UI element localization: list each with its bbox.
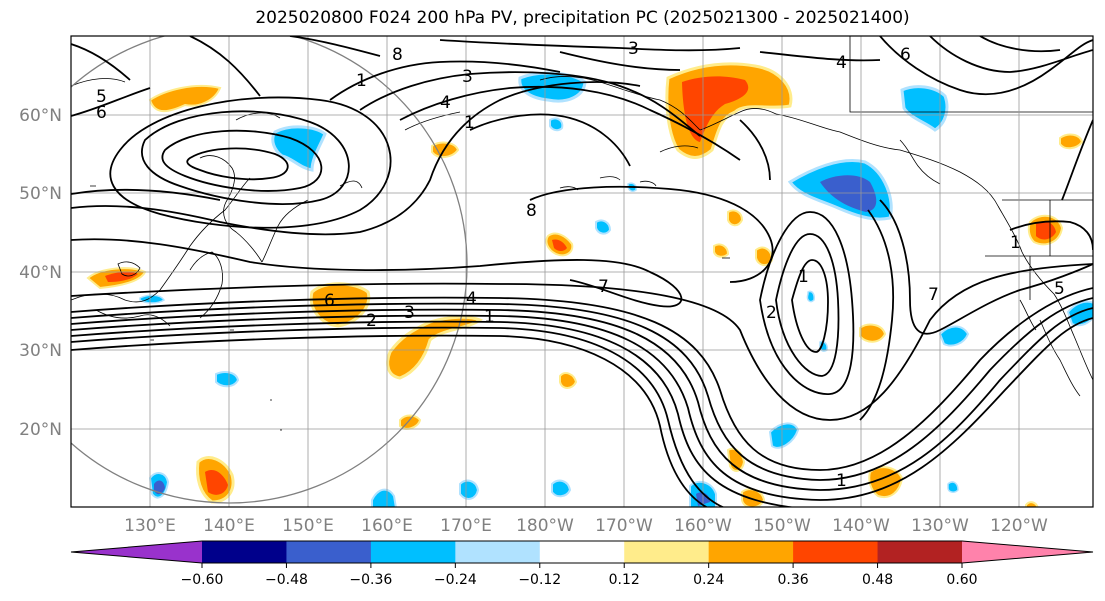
lon-tick-label: 150°E xyxy=(282,516,334,536)
lon-tick-label: 180°W xyxy=(516,516,574,536)
lon-tick-label: 130°E xyxy=(124,516,176,536)
contour-label: 2 xyxy=(366,311,377,331)
colorbar-tick-label: 0.12 xyxy=(609,572,640,588)
colorbar-tick-label: −0.36 xyxy=(349,572,392,588)
lon-tick-label: 160°W xyxy=(674,516,732,536)
colorbar-tick-label: −0.12 xyxy=(518,572,561,588)
colorbar-tick-label: −0.48 xyxy=(265,572,308,588)
contour-label: 1 xyxy=(1010,233,1021,253)
colorbar-tick-label: −0.60 xyxy=(181,572,224,588)
lat-tick-label: 30°N xyxy=(19,341,62,361)
contour-labels: 3 8 5 6 1 3 4 1 6 4 8 7 6 2 3 4 1 1 2 7 … xyxy=(96,39,1065,491)
lat-tick-label: 60°N xyxy=(19,106,62,126)
colorbar-tick-label: −0.24 xyxy=(434,572,477,588)
lat-tick-label: 50°N xyxy=(19,184,62,204)
lon-tick-label: 130°W xyxy=(911,516,969,536)
contour-label: 1 xyxy=(464,113,475,133)
gridlines xyxy=(71,36,1093,507)
colorbar: −0.60 −0.48 −0.36 −0.24 −0.12 0.12 0.24 0.36 0.4… xyxy=(70,540,1094,588)
colorbar-bin xyxy=(793,541,879,563)
contour-label: 3 xyxy=(628,39,639,59)
contour-label: 1 xyxy=(356,71,367,91)
map-title: 2025020800 F024 200 hPa PV, precipitatio… xyxy=(255,8,910,28)
contour-label: 3 xyxy=(404,303,415,323)
contour-label: 4 xyxy=(466,289,477,309)
contour-label: 3 xyxy=(462,67,473,87)
colorbar-tick-label: 0.48 xyxy=(862,572,893,588)
colorbar-bin xyxy=(455,541,541,563)
contour-label: 1 xyxy=(798,267,809,287)
lon-tick-label: 140°E xyxy=(203,516,255,536)
contour-label: 8 xyxy=(392,45,403,65)
colorbar-bin xyxy=(370,541,456,563)
lon-tick-label: 160°E xyxy=(361,516,413,536)
latitude-ticks: 60°N 50°N 40°N 30°N 20°N xyxy=(19,106,62,440)
contour-label: 6 xyxy=(900,45,911,65)
colorbar-tick-label: 0.60 xyxy=(946,572,977,588)
contour-label: 1 xyxy=(836,471,847,491)
contour-label: 7 xyxy=(598,277,609,297)
colorbar-extend-low xyxy=(71,541,202,563)
contour-label: 4 xyxy=(836,53,847,73)
contour-label: 8 xyxy=(526,201,537,221)
colorbar-bin xyxy=(877,541,963,563)
colorbar-bin xyxy=(202,541,287,563)
lon-tick-label: 120°W xyxy=(990,516,1048,536)
contour-label: 5 xyxy=(96,87,107,107)
contour-label: 4 xyxy=(440,93,451,113)
colorbar-tick-label: 0.36 xyxy=(778,572,809,588)
contour-label: 6 xyxy=(324,291,335,311)
colorbar-bin xyxy=(708,541,794,563)
range-circle xyxy=(71,36,468,504)
lon-tick-label: 140°W xyxy=(832,516,890,536)
colorbar-bin xyxy=(286,541,372,563)
contour-label: 1 xyxy=(484,307,495,327)
contour-label: 6 xyxy=(96,103,107,123)
longitude-ticks: 130°E 140°E 150°E 160°E 170°E 180°W 170°… xyxy=(124,516,1048,536)
map-frame xyxy=(70,35,1094,508)
lat-tick-label: 20°N xyxy=(19,420,62,440)
pv-contours xyxy=(71,36,1093,507)
colorbar-bin xyxy=(624,541,710,563)
colorbar-bin xyxy=(539,541,625,563)
contour-label: 2 xyxy=(766,303,777,323)
colorbar-tick-label: 0.24 xyxy=(693,572,724,588)
lon-tick-label: 170°W xyxy=(595,516,653,536)
contour-label: 5 xyxy=(1054,279,1065,299)
borders xyxy=(849,36,1093,300)
contour-label: 7 xyxy=(928,285,939,305)
lon-tick-label: 170°E xyxy=(440,516,492,536)
map-content: 3 8 5 6 1 3 4 1 6 4 8 7 6 2 3 4 1 1 2 7 … xyxy=(71,36,1093,507)
lat-tick-label: 40°N xyxy=(19,263,62,283)
colorbar-extend-high xyxy=(962,541,1093,563)
lon-tick-label: 150°W xyxy=(753,516,811,536)
